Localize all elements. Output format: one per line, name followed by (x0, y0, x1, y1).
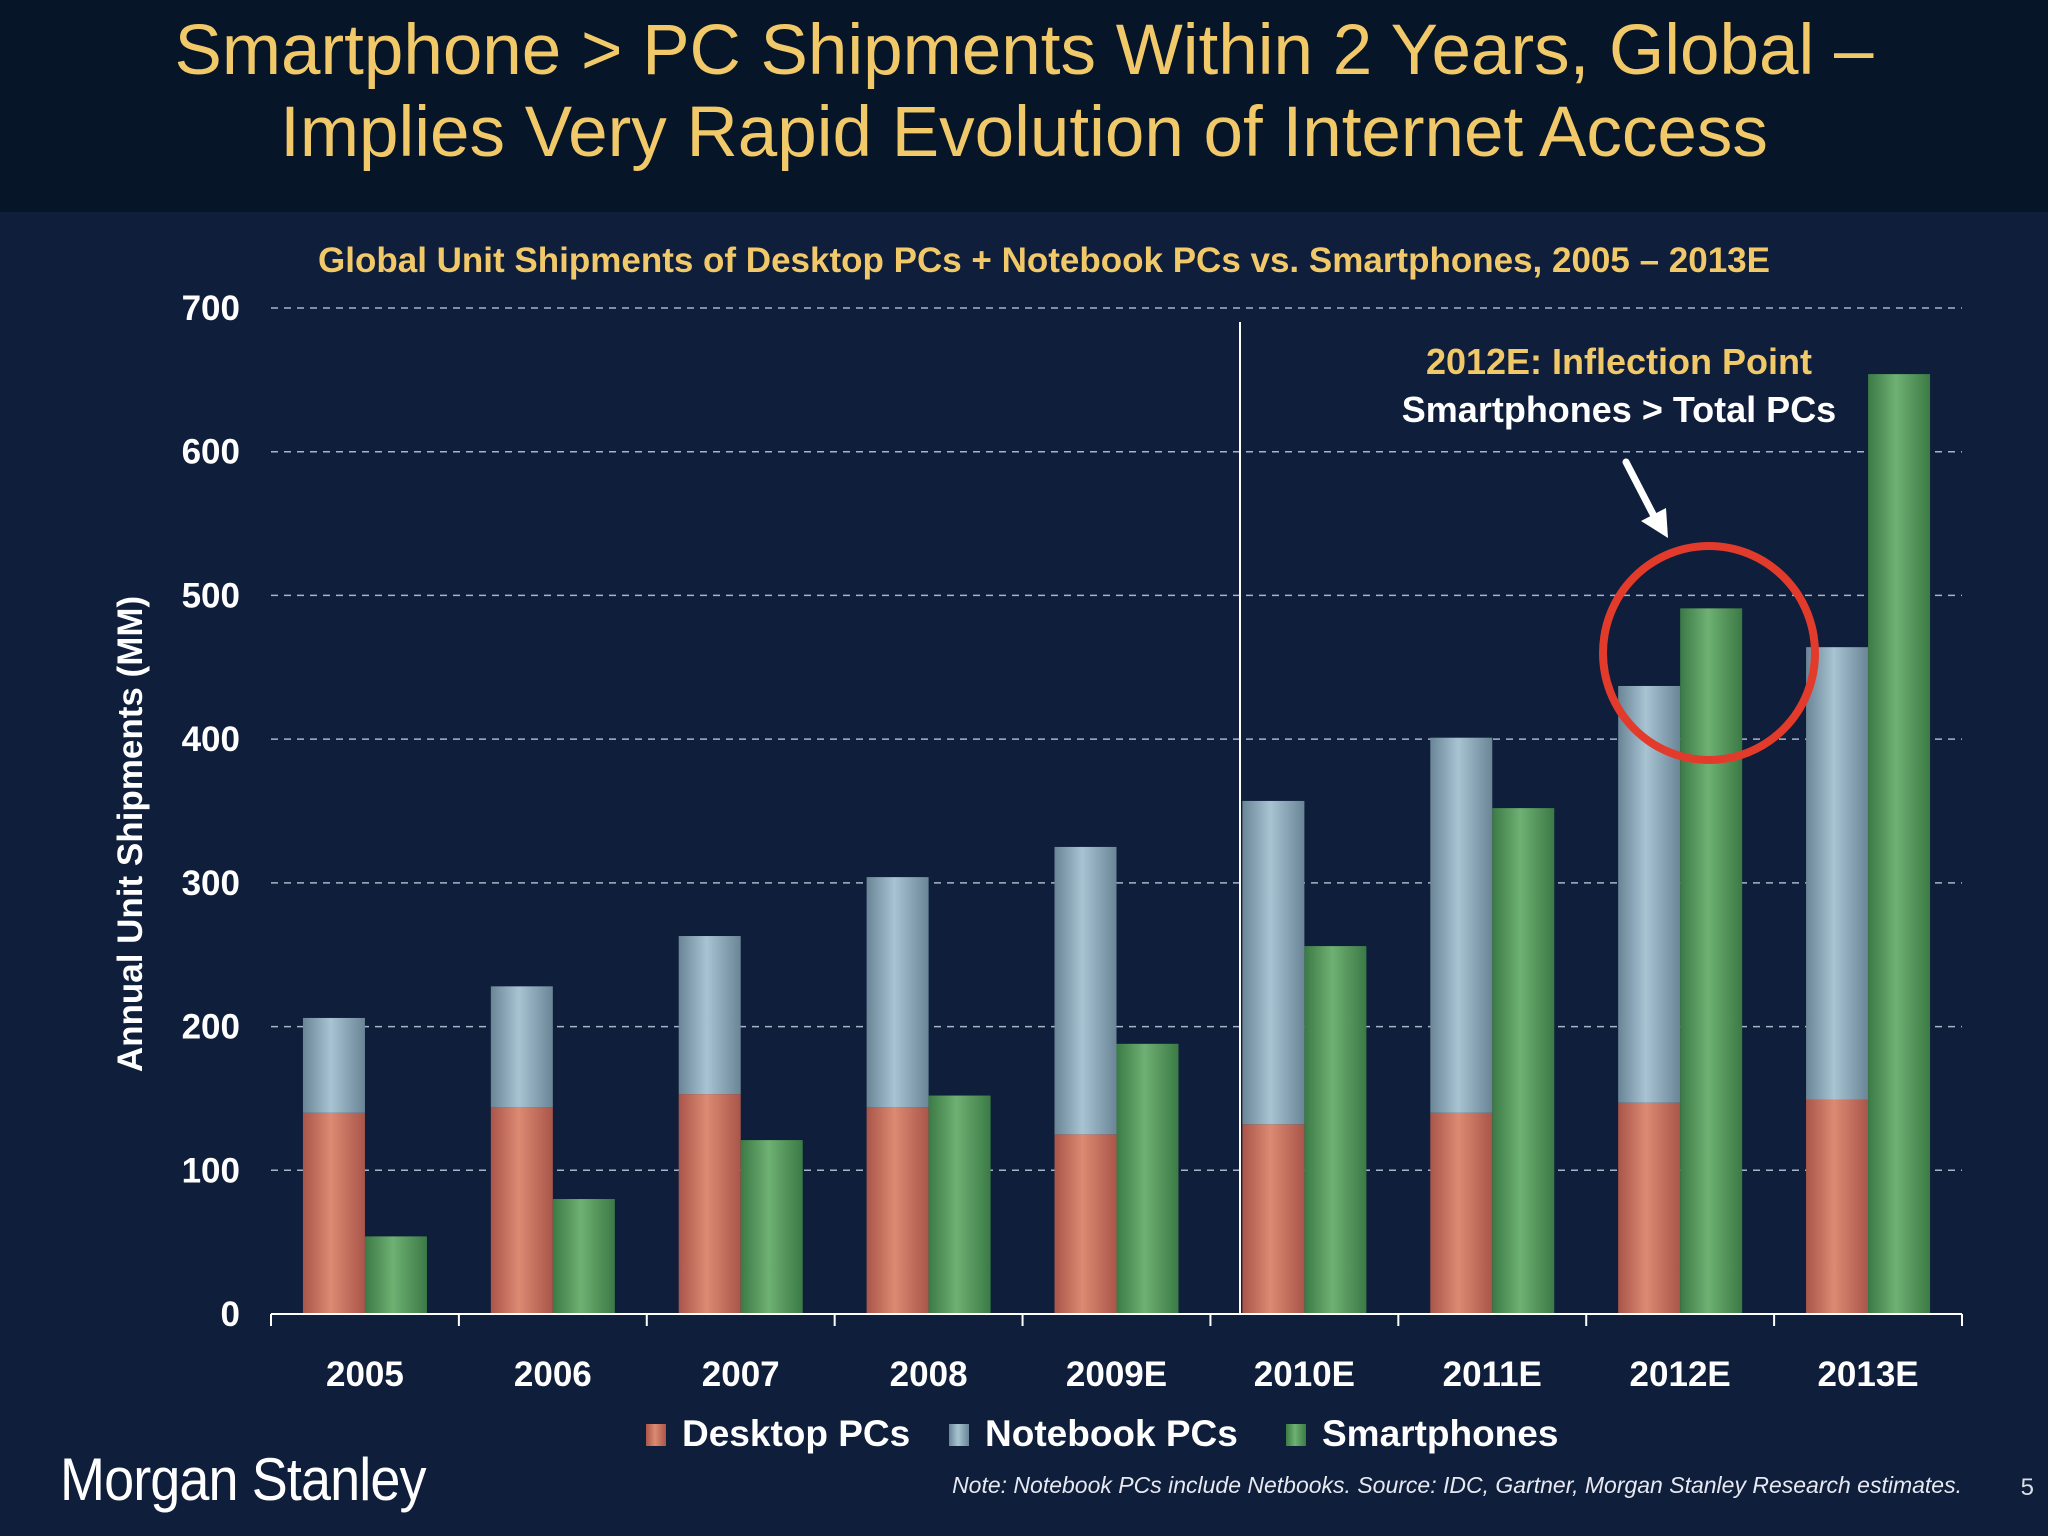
y-tick-label: 0 (221, 1295, 240, 1334)
notebook-bar (866, 877, 929, 1108)
legend-desktop-label: Desktop PCs (682, 1413, 910, 1454)
x-tick-label: 2008 (890, 1355, 968, 1394)
x-tick-label: 2009E (1066, 1355, 1167, 1394)
notebook-bar (678, 936, 741, 1095)
x-tick-label: 2006 (514, 1355, 592, 1394)
notebook-bar (302, 1017, 365, 1113)
chart-title: Global Unit Shipments of Desktop PCs + N… (318, 241, 1770, 280)
legend-desktop-swatch (646, 1424, 666, 1446)
legend-smartphones-swatch (1286, 1424, 1306, 1446)
x-tick-label: 2012E (1630, 1355, 1731, 1394)
x-tick-label: 2013E (1817, 1355, 1918, 1394)
notebook-bar (1618, 685, 1681, 1103)
y-tick-label: 200 (182, 1008, 240, 1047)
notebook-bar (1242, 800, 1305, 1125)
morgan-stanley-logo: Morgan Stanley (60, 1446, 427, 1513)
legend: Desktop PCs Notebook PCs Smartphones (646, 1413, 1558, 1454)
desktop-bar (678, 1094, 741, 1314)
slide-title: Smartphone > PC Shipments Within 2 Years… (0, 10, 2048, 174)
desktop-bar (1618, 1102, 1681, 1314)
y-tick-label: 100 (182, 1151, 240, 1190)
desktop-bar (302, 1112, 365, 1314)
x-tick-label: 2005 (326, 1355, 404, 1394)
y-axis-label: Annual Unit Shipments (MM) (111, 596, 150, 1072)
x-tick-label: 2007 (702, 1355, 780, 1394)
header-band (0, 0, 2048, 212)
annotation-line1: 2012E: Inflection Point (1426, 341, 1812, 382)
smartphone-bar (1492, 808, 1555, 1314)
desktop-bar (490, 1107, 553, 1314)
notebook-bar (1806, 647, 1869, 1100)
notebook-bar (1430, 737, 1493, 1113)
y-tick-label: 500 (182, 576, 240, 615)
smartphone-bar (1680, 608, 1743, 1314)
smartphone-bar (364, 1236, 427, 1314)
y-tick-label: 400 (182, 720, 240, 759)
desktop-bar (866, 1107, 929, 1314)
slide-title-line2: Implies Very Rapid Evolution of Internet… (280, 93, 1768, 172)
smartphone-bar (1868, 374, 1931, 1314)
notebook-bar (1054, 846, 1117, 1135)
smartphone-bar (1116, 1043, 1179, 1314)
smartphone-bar (1304, 946, 1367, 1314)
source-note: Note: Notebook PCs include Netbooks. Sou… (952, 1472, 1962, 1498)
annotation-line2: Smartphones > Total PCs (1402, 389, 1836, 430)
legend-notebook-swatch (949, 1424, 969, 1446)
y-tick-label: 600 (182, 433, 240, 472)
smartphone-bar (928, 1095, 991, 1314)
desktop-bar (1806, 1099, 1869, 1314)
slide-title-line1: Smartphone > PC Shipments Within 2 Years… (174, 11, 1874, 90)
legend-smartphones-label: Smartphones (1322, 1413, 1558, 1454)
annotation-arrow (1622, 458, 1668, 538)
chart: Global Unit Shipments of Desktop PCs + N… (111, 241, 1963, 1454)
smartphone-bar (740, 1140, 803, 1314)
desktop-bar (1054, 1134, 1117, 1314)
page-number: 5 (2020, 1474, 2034, 1501)
x-tick-label: 2011E (1443, 1355, 1542, 1394)
inflection-circle (1599, 542, 1819, 764)
notebook-bar (490, 986, 553, 1108)
desktop-bar (1430, 1112, 1493, 1314)
smartphone-bar (552, 1199, 615, 1314)
x-tick-label: 2010E (1254, 1355, 1355, 1394)
desktop-bar (1242, 1124, 1305, 1314)
y-tick-label: 300 (182, 864, 240, 903)
legend-notebook-label: Notebook PCs (985, 1413, 1238, 1454)
y-tick-label: 700 (182, 289, 240, 328)
